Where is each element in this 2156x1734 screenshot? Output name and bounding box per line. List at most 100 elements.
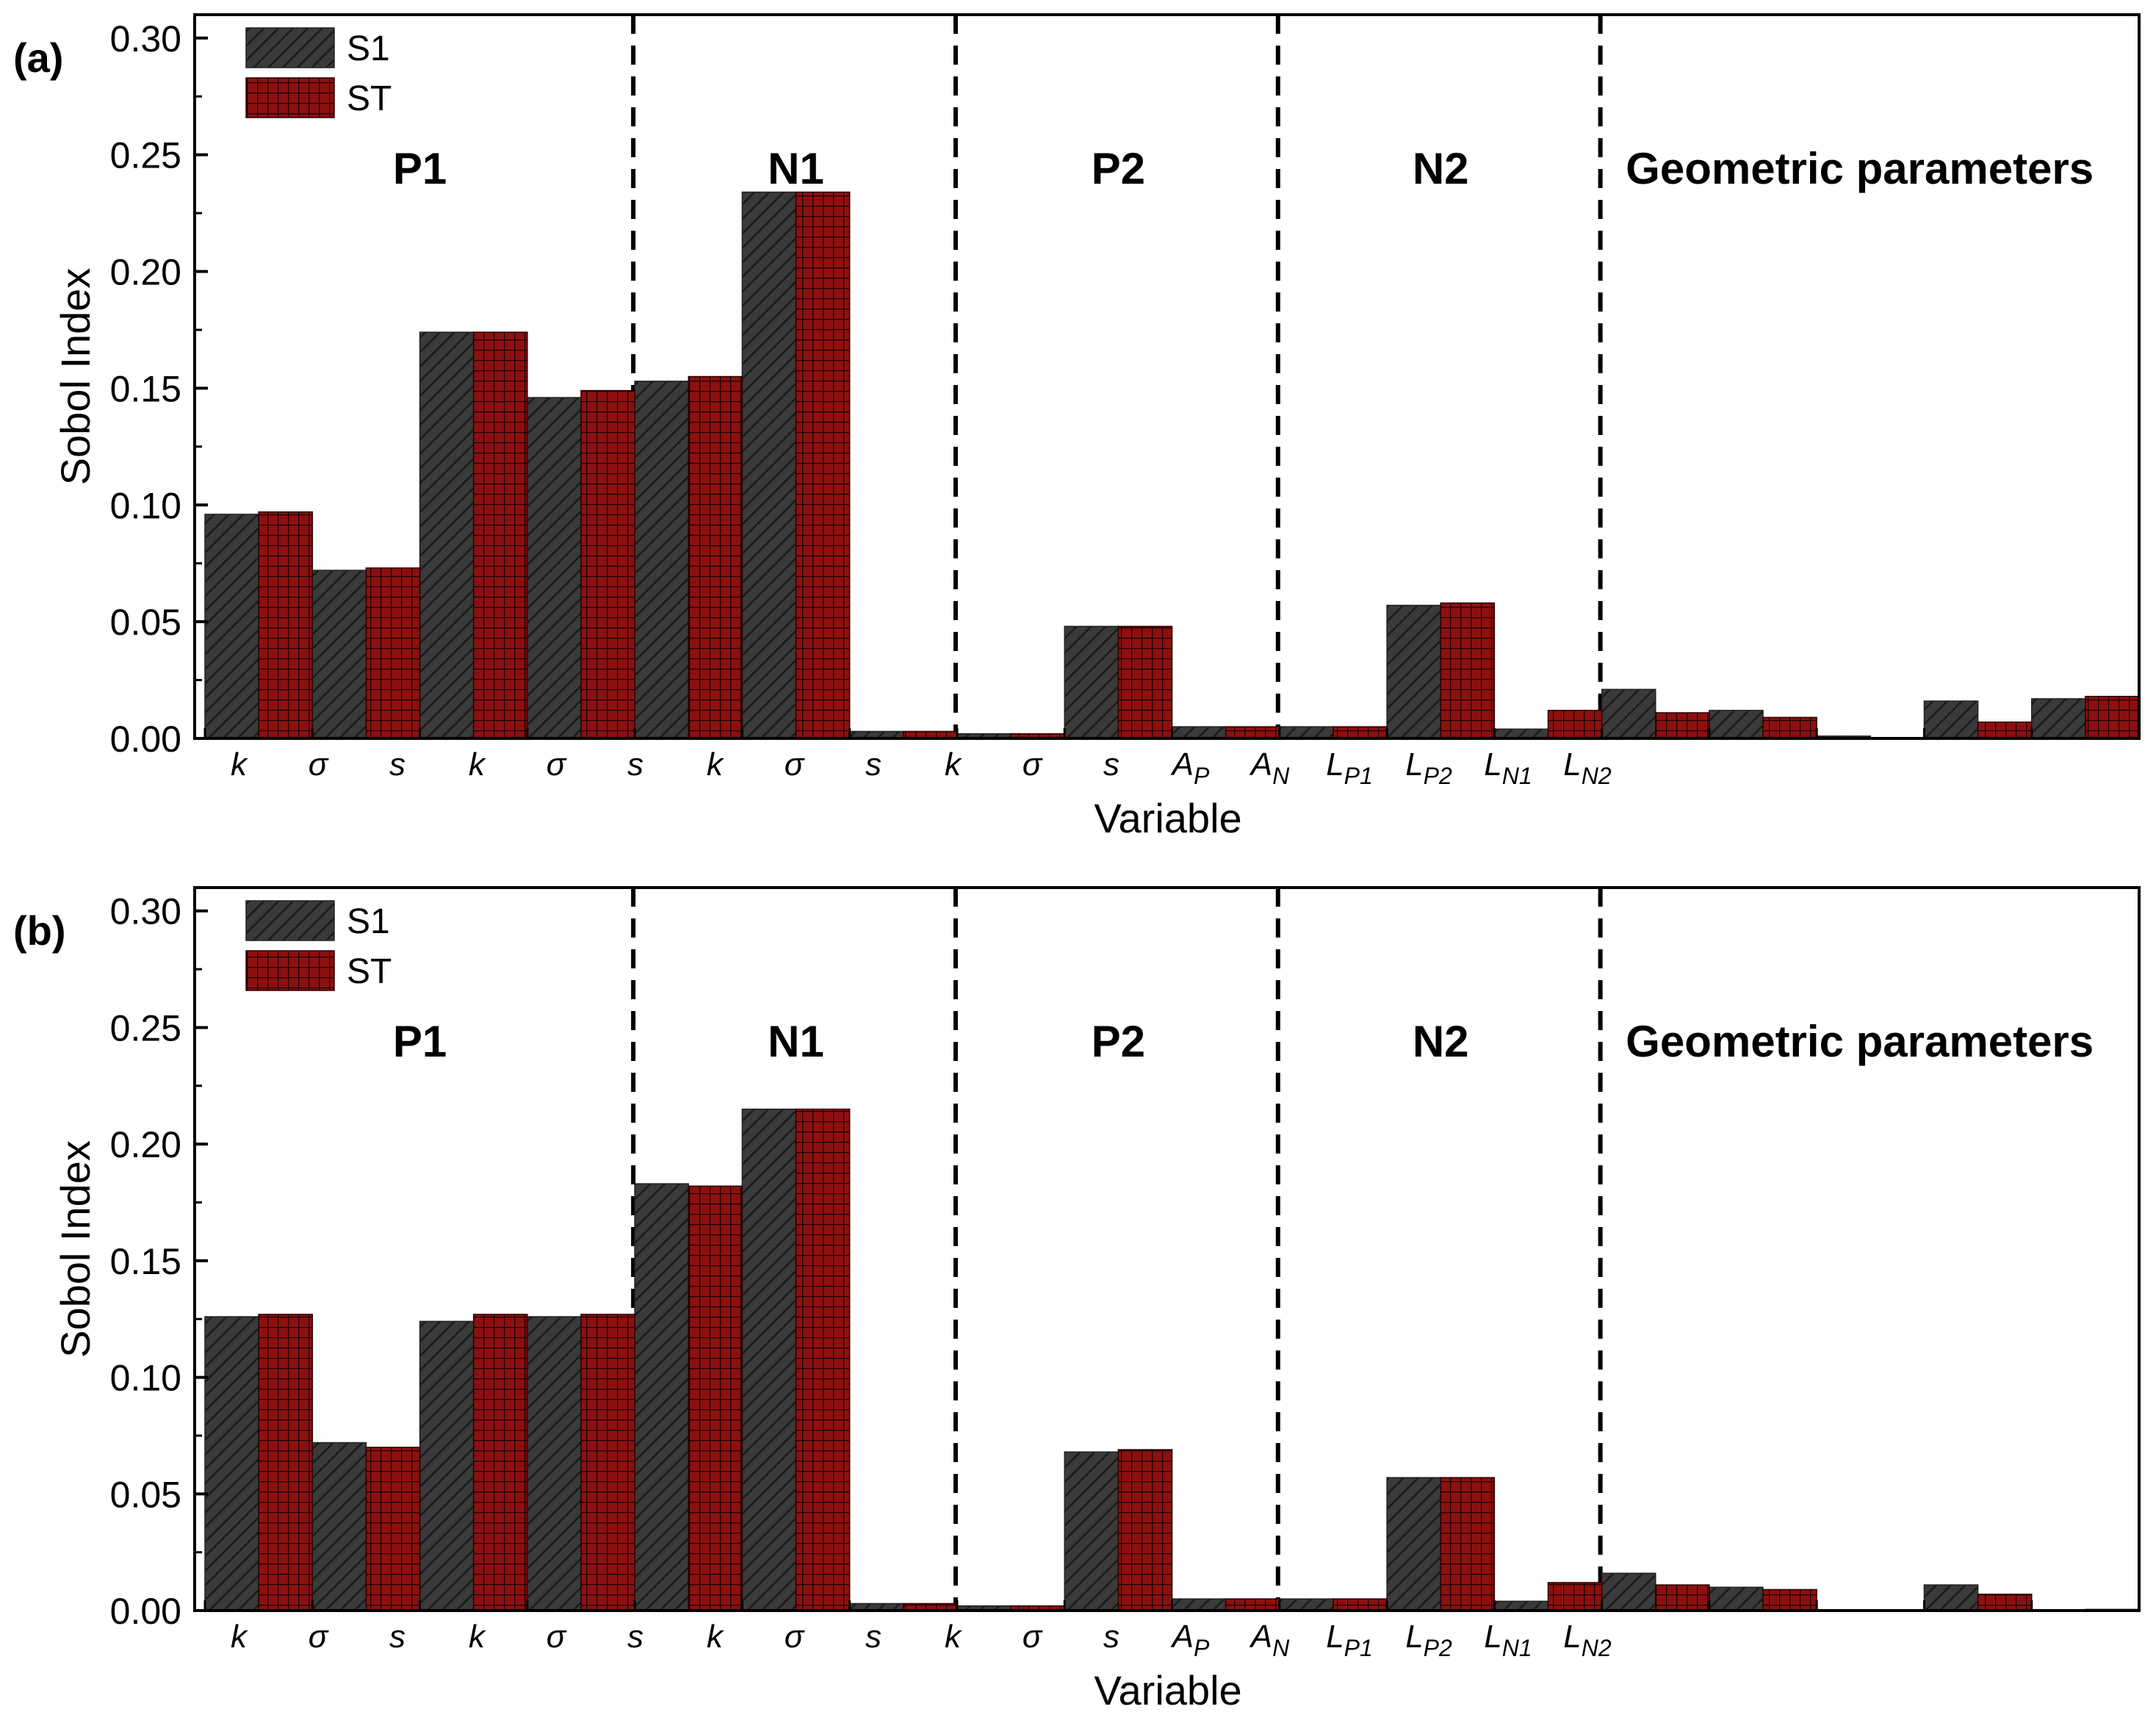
- legend-st-label: ST: [347, 79, 392, 118]
- x-tick-label: k: [945, 1619, 962, 1655]
- x-tick-label: σ: [547, 747, 567, 783]
- st-bar: [258, 1314, 314, 1611]
- st-bar: [1440, 602, 1496, 739]
- y-tick-label: 0.00: [110, 719, 181, 760]
- s1-bar: [1923, 1584, 1979, 1611]
- st-bar: [1655, 1584, 1710, 1611]
- x-tick-label: LP1: [1326, 1619, 1373, 1661]
- x-tick-label: LN2: [1563, 747, 1612, 789]
- s1-bar: [1601, 1572, 1656, 1611]
- panel-label: (a): [13, 35, 63, 81]
- panel-b: (b) P1 N1 P2 N2 Geometric parameters 0.00 0.05 0…: [13, 886, 2141, 1713]
- x-tick-label: LN1: [1484, 1619, 1532, 1661]
- plot-frame: [193, 886, 2141, 1612]
- s1-bar: [634, 1183, 689, 1611]
- x-tick-label: σ: [1023, 1619, 1043, 1655]
- x-tick-label: AP: [1170, 1619, 1210, 1661]
- s1-bar: [1064, 625, 1120, 739]
- y-tick-label: 0.00: [110, 1591, 181, 1632]
- x-tick-label: s: [389, 1619, 405, 1655]
- group-label: P1: [393, 1017, 447, 1066]
- x-tick-label: LP2: [1405, 747, 1452, 789]
- s1-bar: [204, 1316, 259, 1611]
- st-bar: [472, 1314, 528, 1611]
- group-label: N1: [768, 1017, 824, 1066]
- st-bar: [1977, 722, 2033, 739]
- x-tick-label: s: [1103, 747, 1120, 783]
- x-tick-label: k: [231, 1619, 248, 1655]
- y-tick-label: 0.20: [110, 252, 181, 293]
- y-tick-label: 0.15: [110, 1241, 181, 1282]
- s1-bar: [1923, 700, 1979, 739]
- x-tick-label: k: [707, 747, 724, 783]
- x-tick-label: AP: [1170, 747, 1210, 789]
- st-bar: [1547, 1582, 1603, 1611]
- group-label: N2: [1413, 1017, 1469, 1066]
- st-bar: [365, 1447, 421, 1611]
- x-tick-label: LN1: [1484, 747, 1532, 789]
- st-bar: [365, 567, 421, 739]
- x-axis-title: Variable: [1094, 1667, 1241, 1713]
- st-bar: [258, 511, 314, 739]
- x-tick-label: LP1: [1326, 747, 1373, 789]
- legend: S1 ST: [245, 900, 392, 991]
- panel-label: (b): [13, 907, 66, 954]
- st-bar: [1225, 1598, 1280, 1611]
- legend-s1-label: S1: [347, 902, 390, 941]
- y-tick-label: 0.25: [110, 135, 181, 176]
- x-tick-label: s: [865, 747, 881, 783]
- y-tick-label: 0.10: [110, 1358, 181, 1399]
- st-bar: [795, 191, 851, 739]
- x-tick-label: σ: [785, 1619, 805, 1655]
- plot-frame: [193, 13, 2141, 740]
- legend-st-swatch: [245, 77, 335, 118]
- legend-st-swatch: [245, 950, 335, 991]
- group-label: N1: [768, 144, 824, 193]
- s1-bar: [1279, 1598, 1334, 1611]
- s1-bar: [419, 331, 475, 739]
- group-label: Geometric parameters: [1626, 144, 2094, 193]
- x-tick-label: k: [707, 1619, 724, 1655]
- st-bar: [1762, 716, 1817, 739]
- st-bar: [1547, 710, 1603, 739]
- st-bar: [688, 375, 743, 739]
- s1-bar: [1279, 726, 1334, 739]
- s1-bar: [1171, 726, 1227, 739]
- st-bar: [2085, 696, 2140, 739]
- s1-bar: [741, 1108, 797, 1611]
- group-label: P1: [393, 144, 447, 193]
- legend-s1-swatch: [245, 900, 335, 941]
- s1-bar: [311, 569, 367, 739]
- st-bar: [1225, 726, 1280, 739]
- y-axis-title: Sobol Index: [52, 1140, 98, 1358]
- st-bar: [1117, 1449, 1173, 1611]
- x-tick-label: AN: [1249, 1619, 1290, 1661]
- s1-bar: [1386, 1477, 1441, 1611]
- legend-s1-label: S1: [347, 29, 390, 68]
- s1-bar: [2030, 698, 2086, 739]
- s1-bar: [741, 191, 797, 739]
- s1-bar: [634, 381, 689, 739]
- s1-bar: [1709, 710, 1764, 739]
- s1-bar: [311, 1442, 367, 1611]
- st-bar: [580, 1314, 635, 1611]
- st-bar: [688, 1185, 743, 1611]
- x-tick-label: s: [865, 1619, 881, 1655]
- x-tick-label: LP2: [1405, 1619, 1452, 1661]
- st-bar: [1440, 1477, 1496, 1611]
- s1-bar: [1171, 1598, 1227, 1611]
- x-tick-label: σ: [1023, 747, 1043, 783]
- group-label: Geometric parameters: [1626, 1017, 2094, 1066]
- y-tick-label: 0.15: [110, 368, 181, 409]
- s1-bar: [527, 1316, 582, 1611]
- x-tick-label: k: [469, 747, 486, 783]
- x-tick-label: k: [231, 747, 248, 783]
- s1-bar: [1064, 1451, 1120, 1611]
- y-tick-label: 0.10: [110, 485, 181, 526]
- y-tick-label: 0.05: [110, 1474, 181, 1515]
- y-axis-title: Sobol Index: [52, 268, 98, 486]
- s1-bar: [1386, 605, 1441, 739]
- x-tick-label: σ: [785, 747, 805, 783]
- x-tick-label: σ: [309, 1619, 329, 1655]
